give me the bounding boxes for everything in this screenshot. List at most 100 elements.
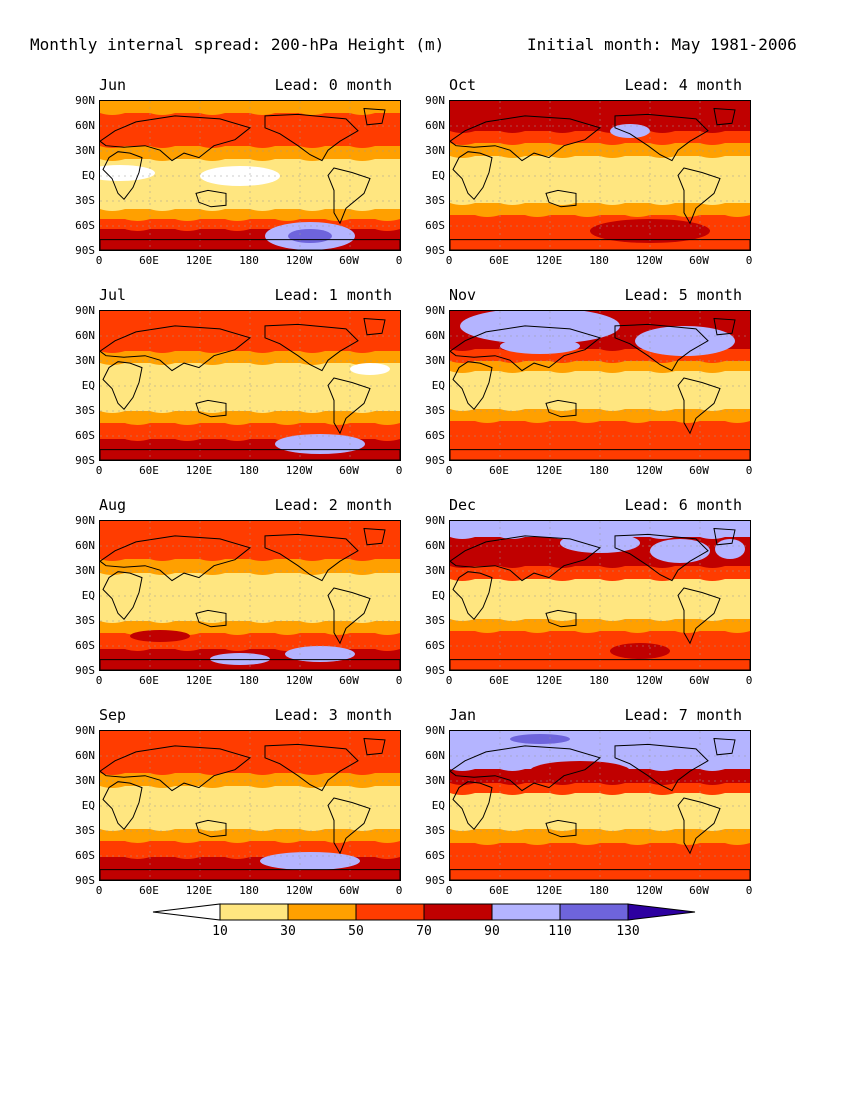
coastline xyxy=(100,745,252,792)
longitude-tick-label: 0 xyxy=(445,464,453,477)
spread-band xyxy=(100,351,400,363)
coastline xyxy=(614,743,709,792)
spread-band xyxy=(450,566,750,579)
colorbar-tick-label: 90 xyxy=(484,924,500,939)
latitude-tick-label: 90N xyxy=(75,304,95,317)
coastline xyxy=(452,781,493,831)
latitude-tick-label: 30N xyxy=(425,144,445,157)
coastline xyxy=(677,377,721,435)
spread-band-edge xyxy=(100,421,400,425)
coastline xyxy=(363,107,386,126)
latitude-tick-label: 30N xyxy=(425,564,445,577)
panel-month-label: Aug xyxy=(99,496,127,514)
colorbar-over-triangle xyxy=(627,903,696,921)
latitude-tick-label: 90N xyxy=(425,514,445,527)
spread-contour-map xyxy=(450,521,750,670)
spread-anomaly-region xyxy=(275,434,365,454)
spread-band xyxy=(450,829,750,843)
latitude-tick-label: 30S xyxy=(425,614,445,627)
spread-contour-map xyxy=(100,521,400,670)
longitude-tick-label: 120W xyxy=(635,254,663,267)
longitude-tick-label: 0 xyxy=(745,464,753,477)
spread-anomaly-region xyxy=(560,533,640,553)
coastline xyxy=(677,167,721,225)
longitude-tick-label: 180 xyxy=(589,464,609,477)
coastline xyxy=(713,737,736,756)
latitude-tick-label: 60N xyxy=(425,539,445,552)
latitude-tick-label: 60S xyxy=(425,849,445,862)
latitude-tick-label: EQ xyxy=(81,379,95,392)
colorbar-swatch xyxy=(559,903,629,921)
coastline xyxy=(100,535,252,582)
panel-month-label: Jun xyxy=(99,76,127,94)
longitude-tick-label: 60W xyxy=(689,464,709,477)
latitude-tick-label: 30N xyxy=(75,144,95,157)
colorbar-swatch xyxy=(355,903,425,921)
panel-month-label: Dec xyxy=(449,496,477,514)
longitude-tick-label: 120W xyxy=(285,464,313,477)
longitude-tick-label: 120E xyxy=(535,674,563,687)
latitude-tick-label: 90S xyxy=(425,244,445,257)
spread-anomaly-region xyxy=(285,646,355,662)
longitude-tick-label: 60W xyxy=(339,464,359,477)
spread-anomaly-region xyxy=(610,643,670,659)
spread-anomaly-region xyxy=(350,363,390,375)
spread-anomaly-region xyxy=(260,852,360,870)
spread-contour-map xyxy=(450,311,750,460)
longitude-tick-label: 120E xyxy=(185,884,213,897)
coastline xyxy=(614,113,709,162)
latitude-tick-label: 90N xyxy=(425,304,445,317)
latitude-tick-label: EQ xyxy=(431,169,445,182)
longitude-tick-label: 0 xyxy=(445,254,453,267)
longitude-tick-label: 0 xyxy=(95,254,103,267)
latitude-tick-label: 30S xyxy=(425,824,445,837)
spread-anomaly-region xyxy=(210,653,270,665)
map-panel-jun xyxy=(99,100,401,251)
longitude-tick-label: 120W xyxy=(635,884,663,897)
coastline xyxy=(713,107,736,126)
spread-band-edge xyxy=(450,564,750,568)
coastline xyxy=(102,571,143,621)
spread-band-edge xyxy=(450,841,750,845)
longitude-tick-label: 0 xyxy=(395,254,403,267)
spread-anomaly-region xyxy=(510,734,570,744)
longitude-tick-label: 60E xyxy=(489,884,509,897)
latitude-tick-label: 30S xyxy=(425,404,445,417)
spread-band xyxy=(450,783,750,793)
panel-month-label: Jan xyxy=(449,706,477,724)
latitude-tick-label: 30S xyxy=(75,614,95,627)
coastline xyxy=(450,535,602,582)
spread-band-edge xyxy=(450,781,750,785)
coastline xyxy=(264,743,359,792)
colorbar-swatch xyxy=(219,903,289,921)
spread-anomaly-region xyxy=(100,165,155,181)
longitude-tick-label: 60W xyxy=(689,254,709,267)
latitude-tick-label: 60N xyxy=(75,749,95,762)
panel-month-label: Nov xyxy=(449,286,477,304)
longitude-tick-label: 60W xyxy=(339,884,359,897)
spread-contour-map xyxy=(450,101,750,250)
coastline xyxy=(452,361,493,411)
latitude-tick-label: 60N xyxy=(425,329,445,342)
spread-anomaly-region xyxy=(650,539,710,563)
longitude-tick-label: 120W xyxy=(285,674,313,687)
coastline xyxy=(450,115,602,162)
coastline xyxy=(452,151,493,201)
latitude-tick-label: 30S xyxy=(75,824,95,837)
panel-lead-label: Lead: 4 month xyxy=(624,76,742,94)
latitude-tick-label: 60N xyxy=(75,119,95,132)
latitude-tick-label: 90N xyxy=(75,514,95,527)
latitude-tick-label: 60S xyxy=(75,849,95,862)
spread-band-edge xyxy=(100,349,400,353)
coastline xyxy=(264,533,359,582)
longitude-tick-label: 0 xyxy=(395,464,403,477)
spread-band xyxy=(100,841,400,857)
coastline xyxy=(452,571,493,621)
coastline xyxy=(100,115,252,162)
latitude-tick-label: 30N xyxy=(75,564,95,577)
spread-band xyxy=(100,559,400,573)
latitude-tick-label: 60N xyxy=(75,539,95,552)
coastline xyxy=(614,533,709,582)
coastline xyxy=(327,167,371,225)
initial-month-label: Initial month: May 1981-2006 xyxy=(527,35,797,54)
